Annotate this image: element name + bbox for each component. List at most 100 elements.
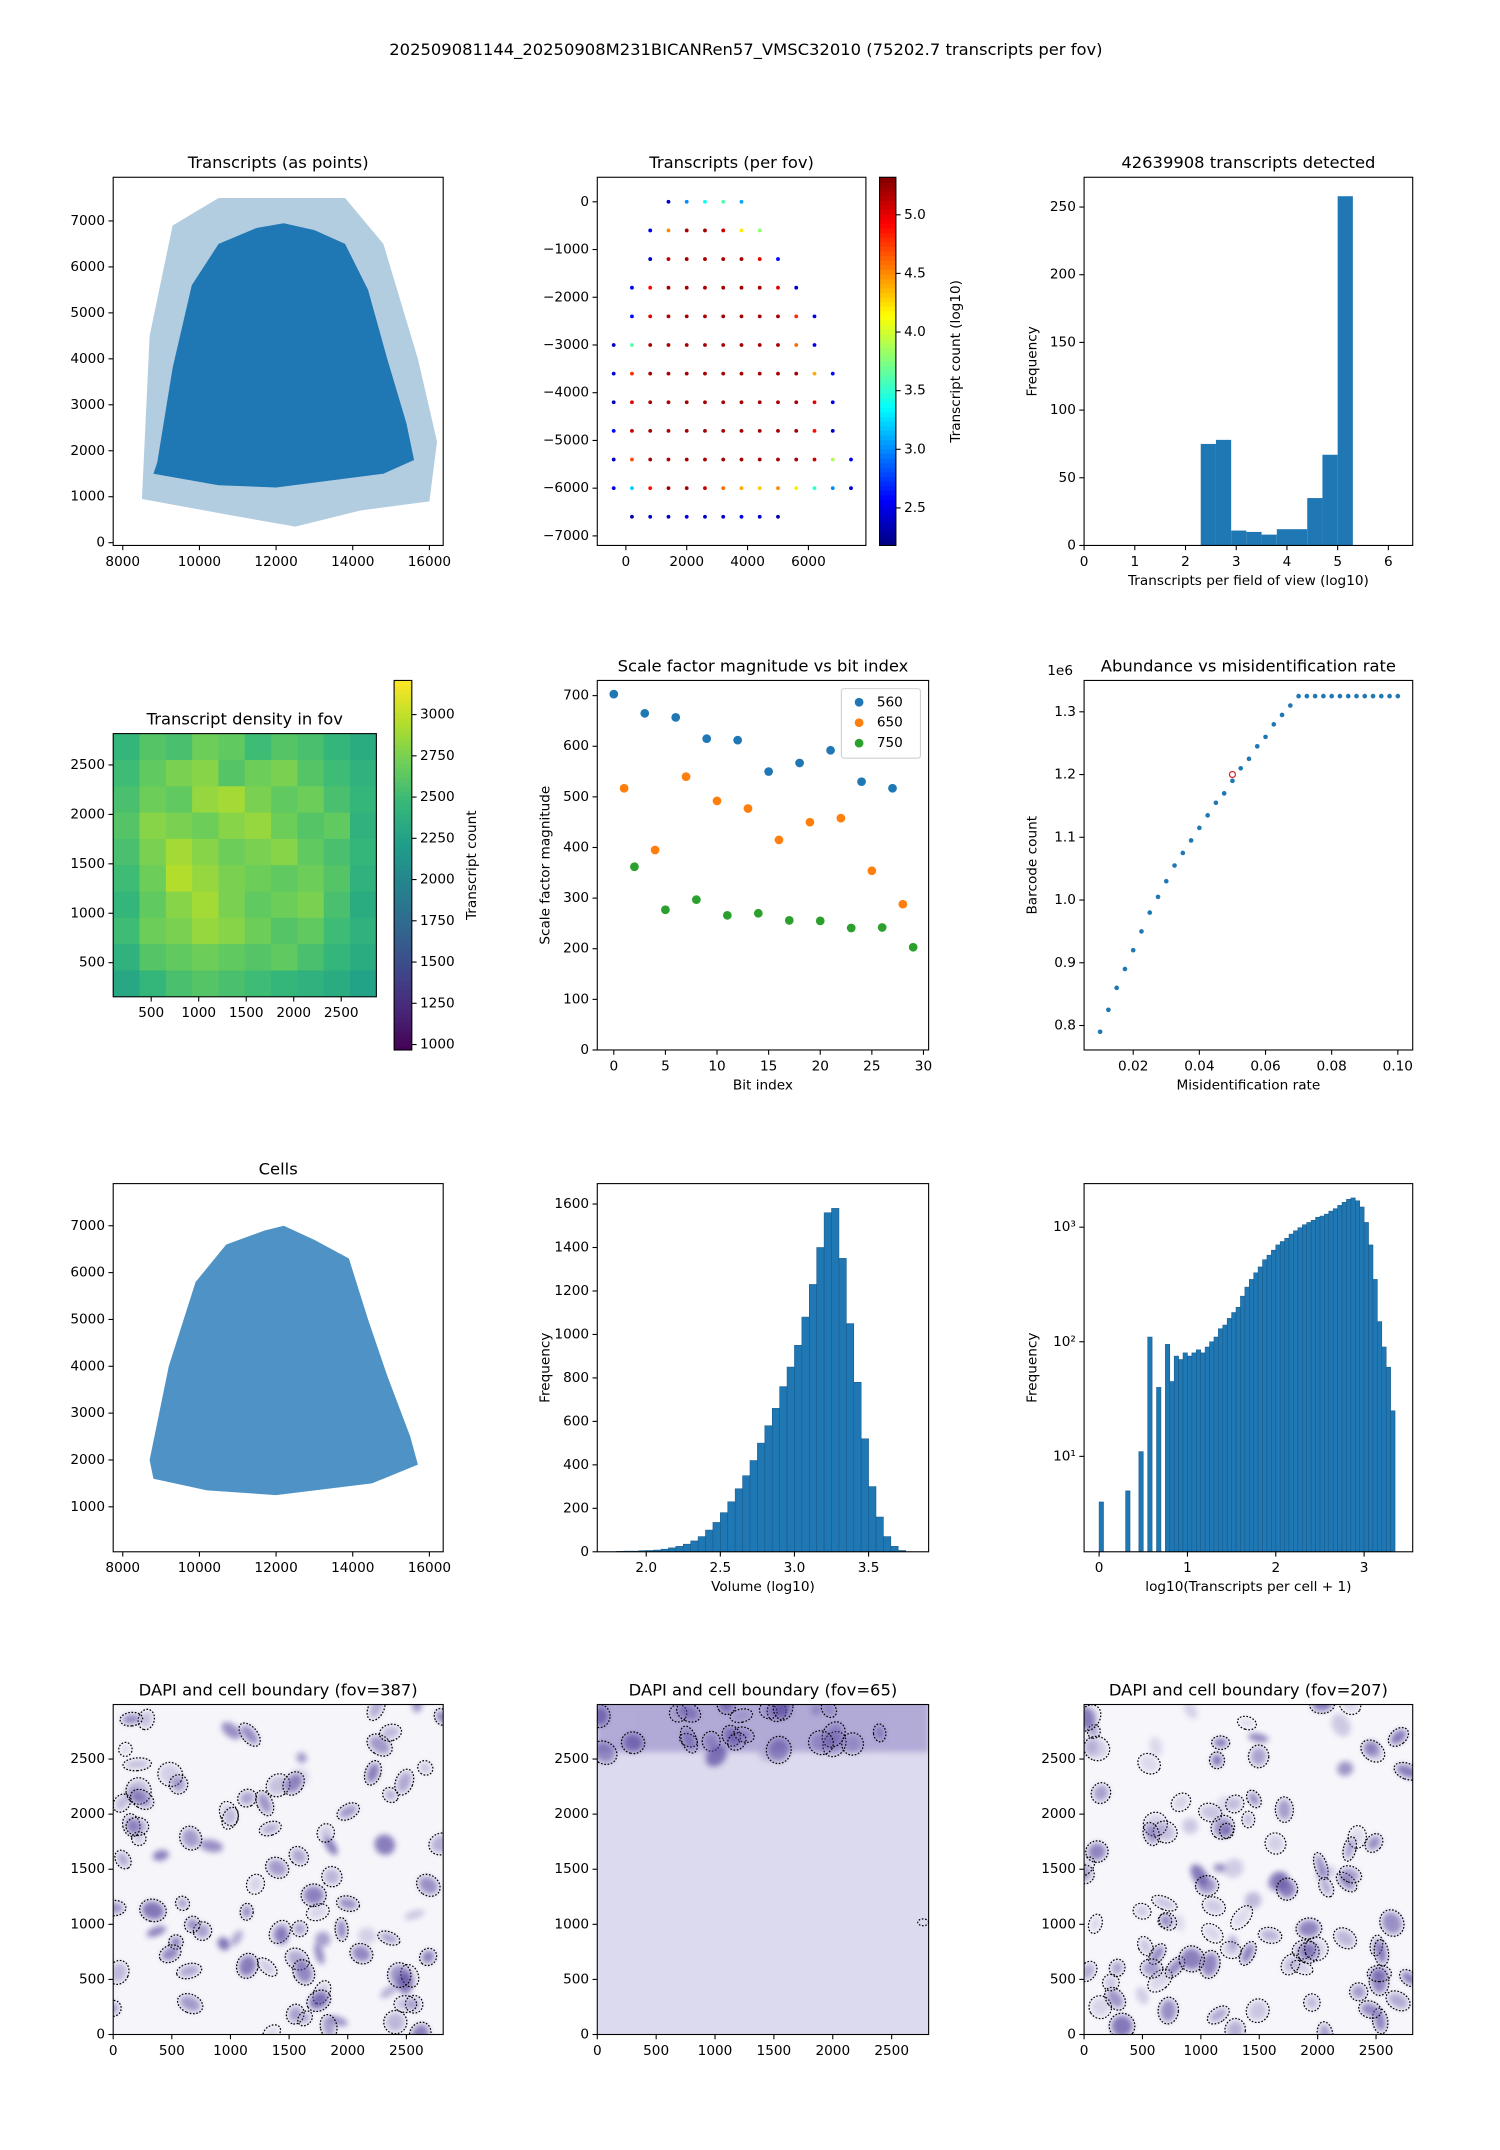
nucleus	[230, 1930, 243, 1946]
nucleus	[810, 1704, 822, 1716]
colorbar-segment	[879, 218, 896, 224]
bar	[794, 1345, 803, 1552]
cell-boundary	[363, 1759, 382, 1786]
x-tick-label: 500	[1129, 2043, 1155, 2059]
point	[826, 745, 835, 755]
nucleus	[308, 1992, 329, 2010]
y-tick-label: 2500	[554, 1751, 589, 1767]
fov-dot	[666, 371, 671, 376]
cell-boundary	[1084, 1856, 1096, 1878]
bar	[1231, 530, 1247, 546]
bar	[1244, 1286, 1250, 1552]
heat-cell	[139, 786, 167, 814]
heat-cell	[271, 944, 299, 972]
colorbar-segment	[879, 347, 896, 353]
legend-marker	[854, 738, 864, 748]
heat-cell	[165, 838, 193, 866]
cell-boundary	[377, 1930, 401, 1946]
fov-dot	[739, 314, 744, 319]
x-tick-label: 0	[609, 1058, 618, 1074]
point	[1321, 693, 1326, 699]
nucleus	[1241, 1943, 1255, 1964]
colorbar-segment	[394, 694, 412, 700]
cell-boundary	[256, 1957, 278, 1977]
heat-cell	[244, 970, 272, 997]
bar	[1215, 439, 1232, 546]
cell-boundary	[1245, 1998, 1270, 2024]
nucleus	[338, 1897, 358, 1910]
cell-boundary	[758, 1704, 778, 1720]
colorbar-segment	[394, 865, 412, 871]
colorbar-segment	[879, 375, 896, 381]
colorbar-segment	[879, 195, 896, 201]
heat-cell	[297, 865, 325, 893]
colorbar-segment	[394, 911, 412, 917]
y-tick-label: 1000	[554, 1326, 589, 1342]
fov-dot	[776, 514, 780, 519]
fov-dot	[757, 228, 762, 233]
nucleus	[1182, 1817, 1199, 1835]
fov-dot	[757, 314, 762, 319]
heat-cell	[113, 812, 141, 840]
cell-boundary	[394, 1768, 415, 1796]
colorbar-segment	[394, 939, 412, 945]
nucleus	[1305, 1995, 1319, 2010]
bar	[705, 1529, 714, 1552]
cell-boundary	[114, 1849, 132, 1870]
colorbar-segment	[394, 1026, 412, 1033]
point	[1387, 693, 1392, 699]
nucleus	[1335, 1929, 1355, 1947]
y-tick-label: −4000	[543, 385, 589, 401]
nucleus	[1278, 1880, 1296, 1899]
heat-cell	[192, 838, 220, 866]
nucleus	[1228, 1935, 1238, 1950]
fov-dot	[630, 314, 634, 319]
colorbar-segment	[394, 925, 412, 931]
colorbar-segment	[394, 772, 412, 778]
nucleus	[1337, 1761, 1354, 1776]
colorbar-segment	[879, 227, 896, 234]
colorbar-segment	[879, 425, 896, 431]
axes-frame	[112, 176, 444, 546]
fov-dot	[794, 457, 799, 462]
colorbar-segment	[879, 421, 896, 427]
y-tick-label: 500	[1050, 1971, 1076, 1987]
heat-cell	[139, 865, 167, 893]
colorbar-segment	[879, 416, 896, 422]
nucleus	[242, 1905, 252, 1919]
cell-boundary	[1312, 1851, 1329, 1881]
cell-boundary	[1085, 1840, 1109, 1864]
cell-boundary	[1225, 1794, 1245, 1814]
cell-boundary	[1385, 1990, 1411, 2012]
point	[795, 758, 804, 768]
nucleus	[1367, 1835, 1381, 1851]
heat-cell	[271, 917, 299, 945]
fov-dot	[794, 314, 799, 319]
y-tick-label: −2000	[543, 289, 589, 305]
x-tick-label: 30	[915, 1058, 932, 1074]
cell-boundary	[130, 1788, 155, 1811]
heat-cell	[244, 733, 272, 761]
x-tick-label: 4	[1283, 554, 1292, 570]
bar	[809, 1284, 817, 1552]
colorbar-segment	[394, 948, 412, 954]
y-tick-label: 3000	[70, 397, 105, 413]
bar	[786, 1366, 795, 1552]
fov-dot	[611, 343, 616, 347]
fov-dot	[703, 228, 707, 233]
fov-dot	[739, 343, 744, 347]
fov-dot	[794, 486, 799, 491]
cell-boundary	[418, 1947, 438, 1967]
nucleus	[1173, 1795, 1189, 1810]
nucleus	[1155, 1823, 1176, 1841]
point	[1238, 765, 1244, 771]
bar	[1297, 1227, 1303, 1552]
y-tick-label: 500	[563, 789, 589, 805]
y-tick-label: 50	[1059, 470, 1076, 486]
x-tick-label: 2500	[324, 1005, 359, 1021]
heat-cell	[350, 917, 377, 945]
colorbar-segment	[879, 269, 896, 275]
fov-dot	[812, 314, 817, 319]
fov-dot	[630, 285, 634, 290]
nucleus	[1362, 1742, 1383, 1761]
